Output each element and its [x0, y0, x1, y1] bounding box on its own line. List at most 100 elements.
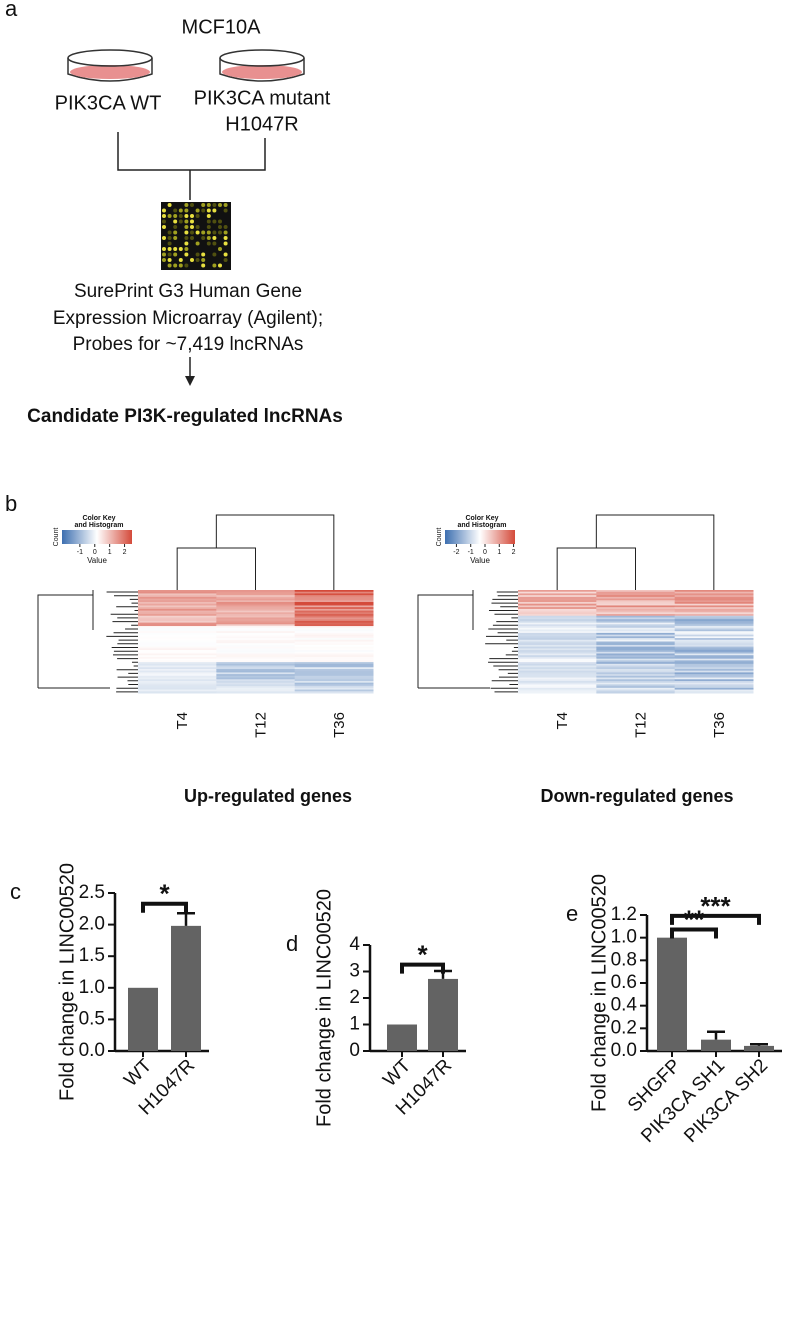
spot [173, 247, 178, 251]
heatmap-cell [674, 605, 754, 608]
heatmap-cell [138, 624, 217, 627]
heatmap-cell [596, 636, 676, 639]
heatmap-cell [294, 660, 374, 663]
heatmap-cell [596, 668, 676, 672]
heatmap-cell [216, 689, 296, 692]
heatmap-cell [518, 668, 597, 672]
heatmap-cell [294, 653, 374, 656]
heatmap-cell [216, 591, 296, 594]
heatmap-cell [518, 612, 597, 615]
heatmap-cell [216, 602, 296, 605]
heatmap-cell [216, 598, 296, 601]
heatmap-cell [216, 590, 296, 593]
heatmap-cell [216, 675, 296, 679]
heatmap-title: Up-regulated genes [184, 786, 352, 806]
heatmap-cell [674, 660, 754, 663]
heatmap-cell [216, 656, 296, 660]
spot [201, 208, 206, 213]
heatmap-cell [674, 656, 754, 660]
heatmap-cell [518, 591, 597, 594]
heatmap-cell [138, 679, 217, 682]
heatmap-cell [518, 646, 597, 649]
heatmap-cell [596, 590, 676, 593]
heatmap-cell [216, 643, 296, 646]
heatmap-cell [518, 603, 597, 606]
heatmap-cell [674, 687, 754, 691]
spot [201, 230, 206, 235]
heatmap-cell [518, 689, 597, 692]
key-xlabel: Value [87, 556, 107, 565]
spot [167, 230, 172, 235]
heatmap-cell [216, 626, 296, 629]
spot [201, 203, 206, 207]
heatmap-cell [138, 603, 217, 606]
heatmap-cell [294, 617, 374, 620]
heatmap-cell [294, 600, 374, 603]
significance-bracket [670, 913, 761, 925]
spot [167, 252, 172, 257]
heatmap-cell [294, 624, 374, 627]
key-title: and Histogram [457, 522, 506, 529]
spot [167, 258, 172, 262]
heatmap-cell [138, 648, 217, 651]
heatmap-cell [138, 686, 217, 689]
heatmap-cell [294, 668, 374, 672]
heatmap-cell [674, 674, 754, 677]
spot [223, 241, 228, 246]
heatmap-cell [518, 653, 597, 656]
heatmap-cell [596, 607, 676, 610]
heatmap-cell [518, 626, 597, 629]
heatmap-cell [138, 607, 217, 610]
spot [201, 252, 206, 257]
heatmap-cell [596, 672, 676, 675]
heatmap-cell [138, 665, 217, 668]
heatmap-cell [138, 620, 217, 624]
heatmap-cell [674, 655, 754, 658]
spot [223, 236, 228, 240]
column-label: T36 [711, 712, 728, 738]
heatmap-cell [674, 691, 754, 694]
heatmap-cell [216, 684, 296, 687]
heatmap-cell [138, 612, 217, 615]
heatmap-cell [216, 600, 296, 603]
heatmap-cell [138, 682, 217, 685]
dish-left [67, 49, 153, 82]
heatmap-cell [294, 679, 374, 682]
y-tick-label: 1 [349, 1014, 360, 1035]
heatmap-cell [674, 638, 754, 641]
heatmap-cell [518, 674, 597, 677]
heatmap-cell [596, 648, 676, 651]
spot [206, 214, 211, 218]
spot [178, 219, 183, 224]
spot [184, 225, 189, 229]
y-tick-label: 0.4 [611, 995, 638, 1016]
heatmap-cell [518, 602, 597, 605]
heatmap-cell [518, 608, 597, 612]
heatmap-cell [674, 619, 754, 622]
heatmap-cell [294, 610, 374, 613]
heatmap-cell [138, 622, 217, 625]
heatmap-cell [294, 675, 374, 679]
heatmap-cell [596, 591, 676, 594]
heatmap-cell [138, 643, 217, 646]
heatmap-cell [596, 595, 676, 598]
column-label: T4 [554, 712, 571, 730]
heatmap-cell [518, 680, 597, 684]
heatmap-cell [216, 653, 296, 656]
heatmap-cell [674, 663, 754, 667]
heatmap-cell [294, 593, 374, 596]
spot [212, 208, 217, 213]
column-dendrogram [176, 514, 335, 590]
heatmap-cell [138, 639, 217, 642]
heatmap-cell [138, 653, 217, 656]
heatmap-cell [596, 598, 676, 601]
heatmap-cell [216, 687, 296, 691]
heatmap-cell [294, 643, 374, 646]
heatmap-cell [596, 682, 676, 685]
heatmap-cell [138, 627, 217, 630]
spot [167, 214, 172, 218]
heatmap-cell [216, 660, 296, 663]
spot [162, 236, 166, 240]
heatmap-cell [294, 667, 374, 670]
spot [167, 263, 172, 268]
